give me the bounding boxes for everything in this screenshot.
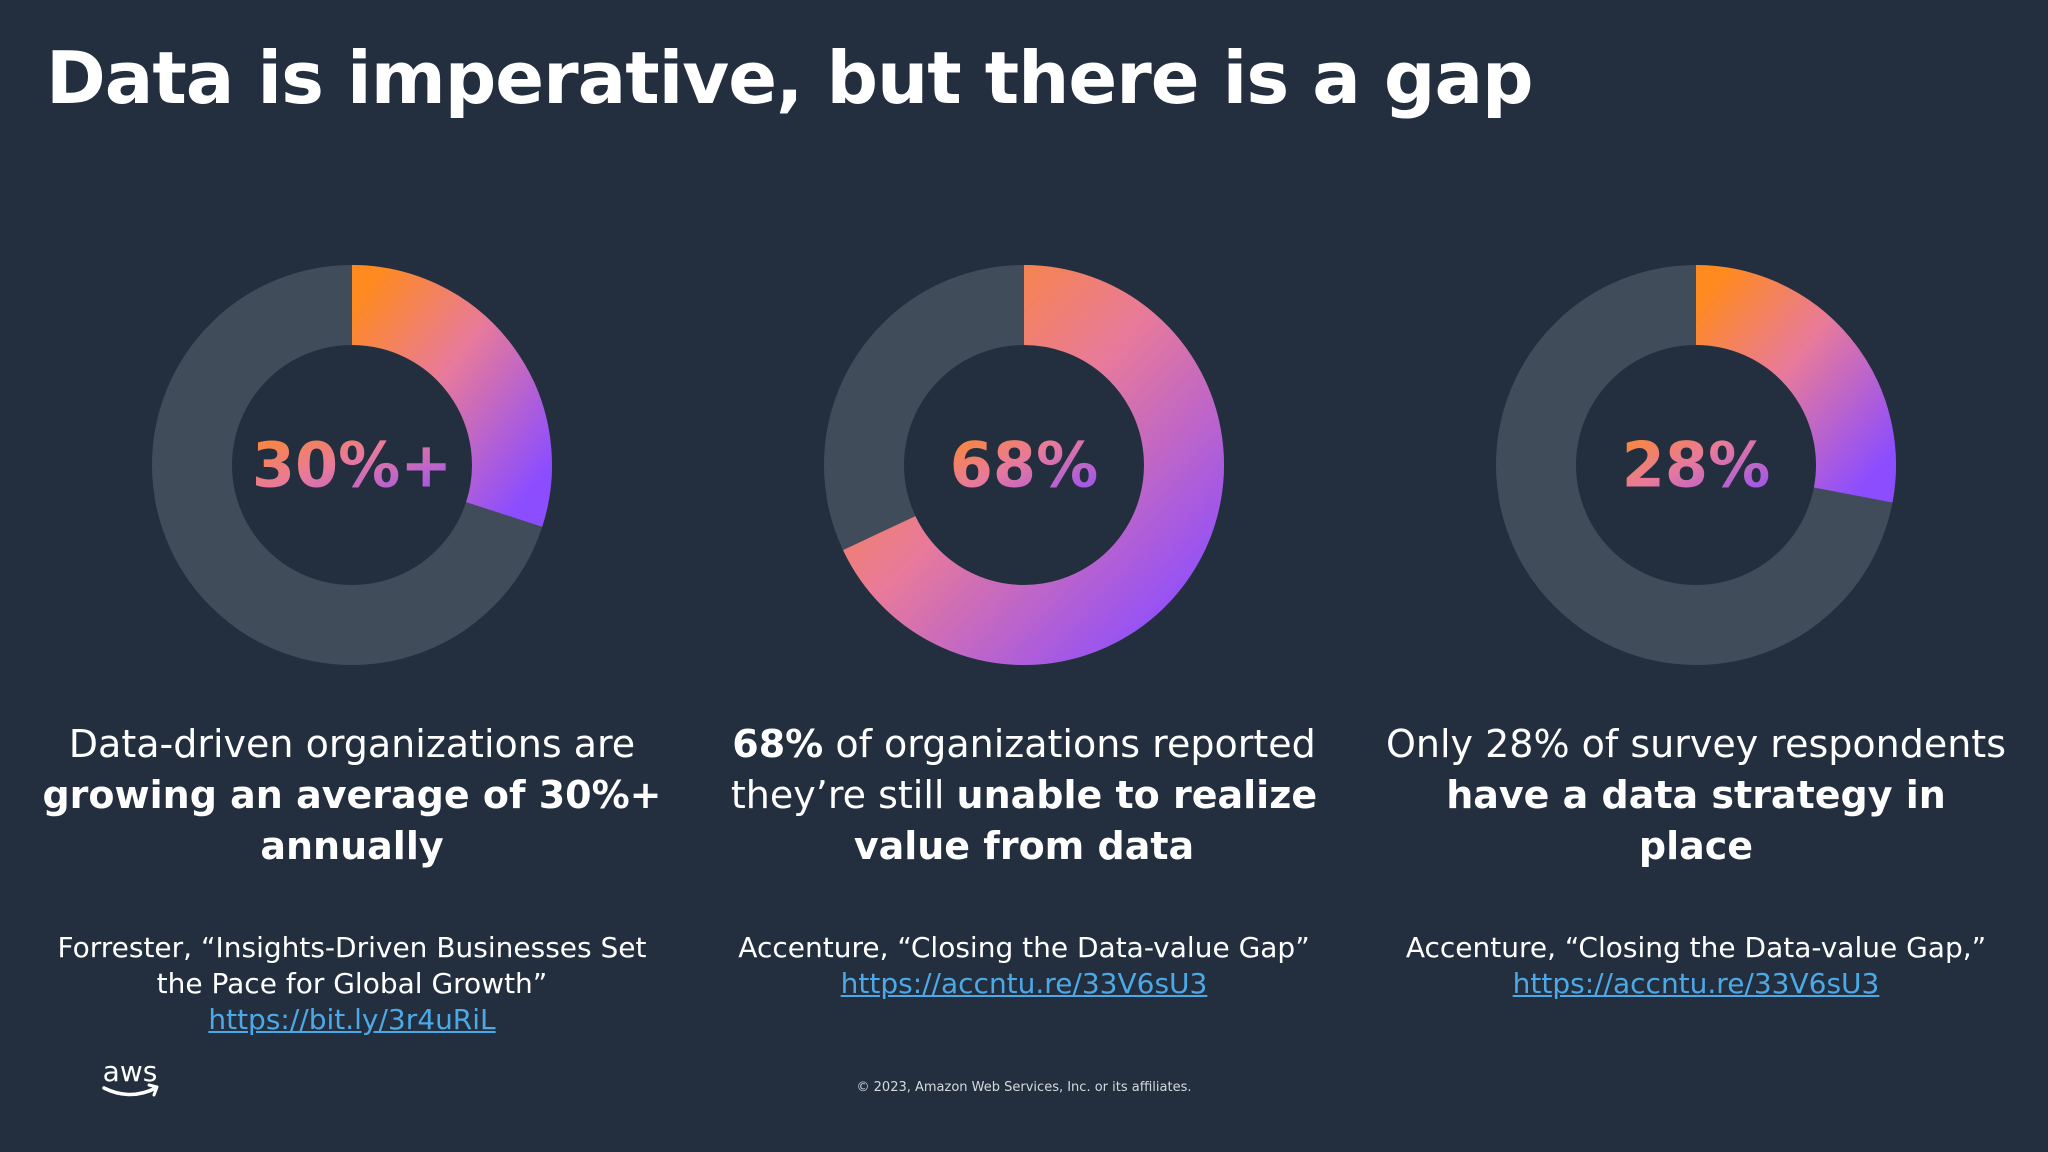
source-text: Forrester, “Insights-Driven Businesses S… (57, 931, 647, 1000)
donut-center-label: 28% (1622, 429, 1770, 502)
stat-column-2: 68% 68% of organizations reported they’r… (714, 255, 1334, 1002)
source-text: Accenture, “Closing the Data-value Gap,” (1405, 931, 1987, 964)
statement-bold-text: 68% (732, 722, 824, 766)
donut-chart-1: 30%+ (152, 265, 552, 665)
stat-statement: 68% of organizations reported they’re st… (714, 719, 1334, 872)
page-title: Data is imperative, but there is a gap (46, 36, 1534, 120)
source-text: Accenture, “Closing the Data-value Gap” (738, 931, 1310, 964)
source-link[interactable]: https://accntu.re/33V6sU3 (1512, 967, 1880, 1000)
source-citation: Accenture, “Closing the Data-value Gap” … (714, 930, 1334, 1002)
stat-statement: Data-driven organizations are growing an… (42, 719, 662, 872)
donut-chart-2: 68% (824, 265, 1224, 665)
source-link[interactable]: https://accntu.re/33V6sU3 (840, 967, 1208, 1000)
stat-column-1: 30%+ Data-driven organizations are growi… (42, 255, 662, 1038)
copyright-footer: © 2023, Amazon Web Services, Inc. or its… (856, 1080, 1192, 1095)
source-citation: Accenture, “Closing the Data-value Gap,”… (1386, 930, 2006, 1002)
statement-bold-text: growing an average of 30%+ annually (42, 773, 662, 868)
aws-smile-icon (102, 1086, 158, 1097)
donut-highlight-slice (843, 265, 1224, 665)
statement-text: of organizations reported they’re still (730, 722, 1316, 817)
donut-chart-3: 28% (1496, 265, 1896, 665)
stat-column-3: 28% Only 28% of survey respondents have … (1386, 255, 2006, 1002)
statement-text: Data-driven organizations are (68, 722, 636, 766)
donut-highlight-slice (350, 265, 552, 527)
source-link[interactable]: https://bit.ly/3r4uRiL (208, 1003, 496, 1036)
donut-center-label: 30%+ (252, 429, 452, 502)
statement-text: Only 28% of survey respondents (1386, 722, 2007, 766)
aws-logo: aws (102, 1055, 159, 1097)
statement-bold-text: unable to realize value from data (853, 773, 1318, 868)
donut-highlight-slice (1694, 265, 1896, 503)
donut-center-label: 68% (950, 429, 1098, 502)
aws-logo-text: aws (103, 1055, 158, 1088)
aws-smile-arrow-icon (147, 1083, 159, 1097)
source-citation: Forrester, “Insights-Driven Businesses S… (42, 930, 662, 1038)
statement-bold-text: have a data strategy in place (1446, 773, 1946, 868)
stat-statement: Only 28% of survey respondents have a da… (1386, 719, 2006, 872)
